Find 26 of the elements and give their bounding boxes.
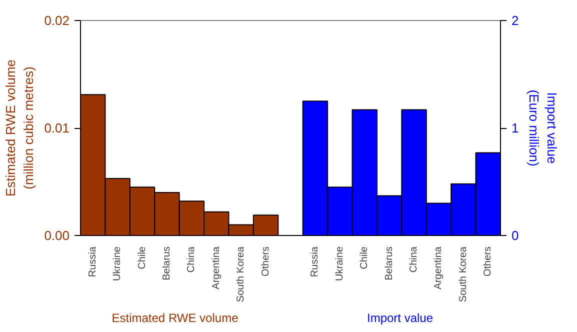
- y-tick-label: 0.00: [44, 228, 70, 243]
- y2-tick-label: 1: [512, 120, 519, 136]
- text: Import value: [366, 310, 434, 327]
- x-tick-label: South Korea: [458, 246, 469, 302]
- x-tick-label: Ukraine: [112, 246, 124, 281]
- x-tick-label: Argentina: [433, 246, 444, 290]
- x-tick-label: South Korea: [236, 246, 247, 302]
- y2-tick-label: 0: [512, 228, 519, 243]
- x-tick-label: Ukraine: [334, 246, 346, 281]
- x-tick-label: Others: [260, 246, 272, 277]
- x-tick-label: China: [186, 246, 198, 273]
- x-tick-label: China: [408, 246, 420, 273]
- y2-tick-label: 2: [512, 13, 519, 28]
- x-tick-label: Russia: [310, 246, 321, 278]
- x-tick-label: Belarus: [161, 246, 172, 280]
- x-tick-label: Russia: [87, 246, 98, 278]
- y-axis-title: Estimated RWE volume (million cubic metres): [3, 59, 36, 197]
- y-tick-label: 0.02: [44, 13, 70, 28]
- x-tick-label: Chile: [136, 246, 148, 270]
- x-tick-label: Others: [482, 246, 494, 277]
- text: Estimated RWE volume: [112, 310, 238, 327]
- y-tick-label: 0.01: [44, 120, 70, 136]
- x-tick-label: Belarus: [384, 246, 395, 280]
- x-tick-label: Argentina: [210, 246, 222, 290]
- y2-axis-title: Import value (Euro million): [526, 90, 560, 166]
- x-tick-label: Chile: [359, 246, 370, 270]
